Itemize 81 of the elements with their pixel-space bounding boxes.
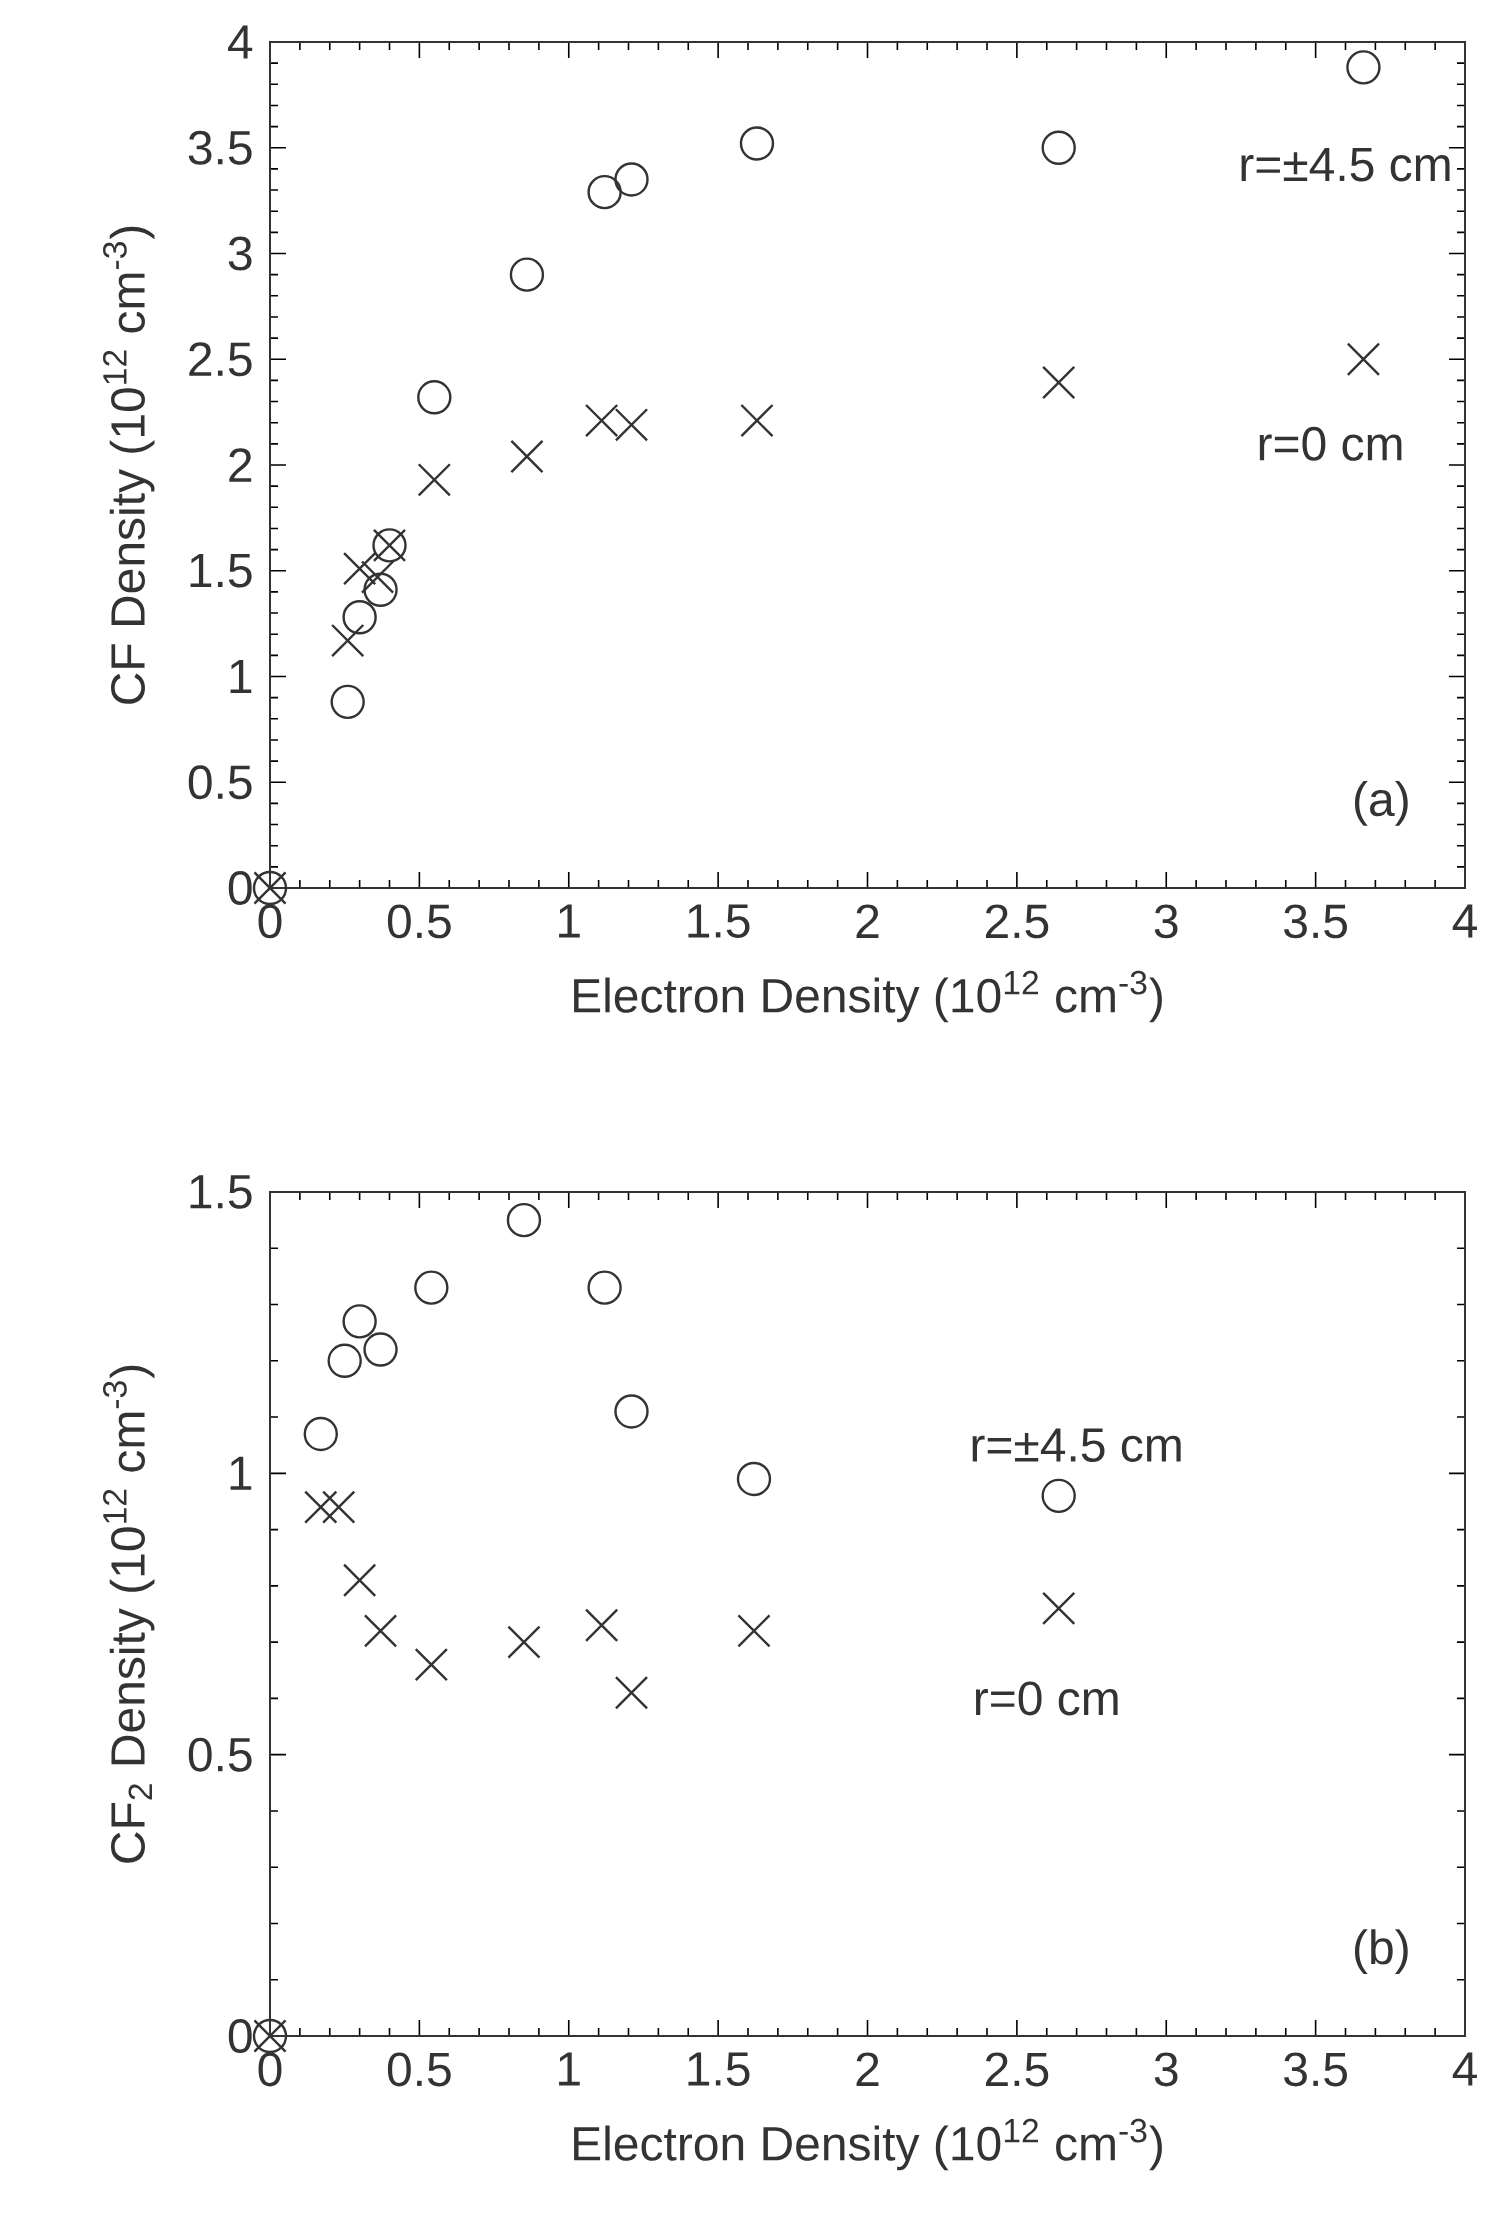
point — [614, 1676, 649, 1710]
point — [740, 403, 774, 438]
point — [342, 551, 377, 586]
point — [584, 1608, 619, 1643]
point — [330, 684, 365, 720]
x-tick-label: 1 — [559, 2052, 580, 2086]
point — [614, 408, 649, 442]
x-tick-label: 2 — [856, 904, 879, 938]
x-tick-label: 1 — [559, 904, 580, 938]
point — [414, 1270, 449, 1305]
x-tick-label: 1.5 — [688, 904, 750, 938]
x-tick-label: 3 — [1154, 2052, 1178, 2087]
y-tick-label: 0.5 — [188, 765, 252, 800]
y-tick-label: 0.5 — [188, 1737, 252, 1772]
x-tick-label: 3.5 — [1284, 904, 1347, 939]
y-tick-label: 3.5 — [188, 130, 252, 165]
point — [510, 439, 544, 474]
y-tick-label: 4 — [228, 25, 253, 59]
y-tick-label: 2.5 — [189, 342, 252, 377]
annotation: (a) — [1355, 781, 1408, 826]
x-tick-label: 0.5 — [387, 904, 451, 939]
y-tick-label: 1.5 — [190, 1175, 252, 1209]
point — [360, 560, 395, 594]
point — [1041, 130, 1076, 165]
point — [363, 1332, 398, 1367]
point — [507, 1625, 541, 1659]
x-tick-label: 3.5 — [1284, 2052, 1347, 2087]
point — [506, 1202, 542, 1238]
point — [321, 1490, 356, 1524]
x-tick-label: 0 — [258, 2052, 282, 2087]
x-tick-label: 3 — [1154, 904, 1178, 939]
series-label: r=0 cm — [975, 1681, 1118, 1716]
x-tick-label: 4 — [1452, 2052, 1477, 2086]
point — [614, 162, 649, 197]
x-tick-label: 0 — [258, 904, 282, 939]
y-tick-label: 0 — [228, 871, 252, 905]
x-tick-label: 2.5 — [985, 2052, 1049, 2087]
point — [327, 1343, 362, 1378]
point — [330, 623, 365, 658]
y-tick-label: 2 — [229, 448, 252, 482]
point — [736, 1461, 772, 1497]
point — [342, 600, 377, 635]
y-tick-label: 1 — [230, 1456, 252, 1490]
series-label: r=±4.5 cm — [972, 1428, 1181, 1462]
point — [1041, 1591, 1076, 1626]
point — [417, 380, 452, 415]
point — [614, 1394, 649, 1429]
point — [587, 1270, 622, 1305]
y-tick-label: 1 — [230, 659, 252, 693]
x-tick-label: 4 — [1452, 904, 1477, 938]
point — [342, 1304, 377, 1339]
point — [1041, 1478, 1076, 1514]
point — [739, 126, 775, 161]
y-axis-title: CF$_{2}$ Density (10$^{12}$ cm$^{-3}$) — [103, 1365, 155, 1863]
point — [1041, 365, 1076, 400]
point — [303, 1416, 338, 1452]
y-tick-label: 1.5 — [190, 553, 252, 588]
point — [417, 463, 452, 497]
point — [737, 1614, 771, 1648]
point — [1346, 50, 1381, 85]
x-axis-title: Electron Density (10$^{12}$ cm$^{-3}$) — [574, 970, 1162, 1023]
point — [584, 403, 619, 438]
series-label: r=0 cm — [1259, 426, 1402, 461]
point — [1346, 342, 1381, 376]
point — [509, 257, 545, 292]
annotation: (b) — [1355, 1929, 1408, 1974]
point — [363, 1614, 398, 1648]
point — [342, 1563, 377, 1597]
x-tick-label: 0.5 — [387, 2052, 451, 2087]
x-tick-label: 2.5 — [985, 904, 1049, 939]
series-label: r=±4.5 cm — [1241, 147, 1450, 182]
point — [363, 572, 398, 607]
point — [304, 1490, 338, 1524]
x-tick-label: 1.5 — [688, 2052, 750, 2086]
y-axis-title: CF Density (10$^{12}$ cm$^{-3}$) — [103, 226, 155, 704]
y-tick-label: 3 — [228, 236, 252, 271]
x-tick-label: 2 — [856, 2052, 879, 2086]
x-axis-title: Electron Density (10$^{12}$ cm$^{-3}$) — [574, 2118, 1162, 2171]
point — [414, 1647, 449, 1682]
point — [587, 174, 622, 210]
y-tick-label: 0 — [228, 2019, 252, 2053]
